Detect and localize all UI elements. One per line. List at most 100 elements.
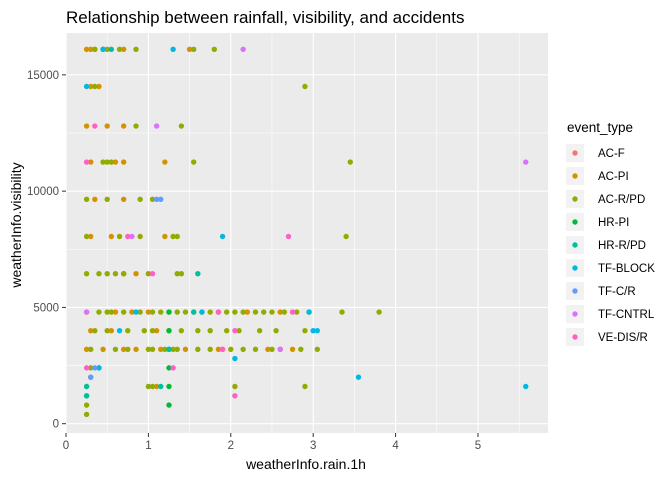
point-ac-pi: [112, 309, 119, 315]
point-ac-pi: [145, 309, 152, 315]
point-tf-c-r: [153, 196, 160, 202]
point-ve-dis-r: [170, 365, 176, 371]
legend-label-ac-r-pd: AC-R/PD: [598, 194, 645, 206]
point-ac-r-pd: [223, 309, 230, 315]
point-ac-r-pd: [256, 327, 263, 334]
legend-swatch-ac-r-pd: [572, 196, 578, 202]
point-ac-r-pd: [174, 346, 180, 352]
point-tf-cntrl: [240, 46, 246, 52]
point-ac-pi: [83, 346, 90, 352]
point-ac-r-pd: [298, 346, 304, 352]
point-tf-cntrl: [129, 233, 135, 240]
point-ac-pi: [120, 159, 127, 165]
point-ac-pi: [88, 46, 94, 52]
point-ve-dis-r: [219, 346, 226, 352]
point-ac-r-pd: [174, 233, 180, 240]
point-ac-r-pd: [207, 309, 213, 315]
point-ac-r-pd: [108, 159, 115, 165]
legend-swatch-ac-f: [572, 150, 578, 156]
x-tick-label: 5: [475, 440, 481, 452]
point-hr-pi: [166, 402, 172, 408]
point-ac-r-pd: [178, 327, 185, 334]
point-ac-pi: [83, 46, 90, 52]
point-ac-r-pd: [92, 46, 98, 52]
point-hr-r-pd: [83, 383, 90, 390]
point-ac-r-pd: [145, 383, 152, 390]
point-ve-dis-r: [83, 159, 90, 165]
point-ac-r-pd: [108, 309, 115, 315]
point-hr-r-pd: [195, 270, 201, 277]
point-ac-r-pd: [83, 196, 90, 202]
point-ac-pi: [120, 123, 127, 129]
legend-label-ve-dis-r: VE-DIS/R: [598, 332, 648, 344]
legend-label-tf-block: TF-BLOCK: [598, 263, 655, 275]
point-ac-r-pd: [83, 270, 90, 277]
point-hr-pi: [166, 365, 172, 371]
point-ve-dis-r: [232, 327, 238, 334]
point-tf-block: [133, 309, 139, 315]
point-ac-r-pd: [261, 309, 267, 315]
point-ac-r-pd: [232, 383, 238, 390]
point-ac-r-pd: [211, 46, 218, 52]
point-ac-r-pd: [269, 346, 275, 352]
point-ac-r-pd: [112, 346, 119, 352]
point-ac-r-pd: [149, 346, 156, 352]
point-ac-r-pd: [149, 196, 156, 202]
point-ac-r-pd: [149, 309, 156, 315]
point-ac-r-pd: [195, 327, 201, 334]
point-ac-r-pd: [273, 327, 279, 334]
legend-label-tf-c-r: TF-C/R: [598, 286, 636, 298]
point-ac-pi: [92, 196, 98, 202]
plot-panel: [65, 33, 548, 433]
point-ac-r-pd: [116, 46, 123, 52]
y-tick-label: 5000: [33, 302, 59, 314]
point-ac-r-pd: [104, 270, 110, 277]
point-ac-r-pd: [83, 233, 90, 240]
point-ac-pi: [162, 159, 168, 165]
point-hr-pi: [166, 309, 172, 315]
point-ac-r-pd: [191, 46, 197, 52]
point-tf-block: [116, 327, 123, 334]
point-hr-pi: [166, 383, 172, 390]
point-ac-pi: [277, 309, 283, 315]
point-ac-pi: [162, 233, 168, 240]
point-ac-r-pd: [145, 346, 152, 352]
point-ac-r-pd: [104, 159, 110, 165]
point-ac-r-pd: [240, 346, 246, 352]
x-tick-label: 2: [228, 440, 234, 452]
point-ac-r-pd: [112, 270, 119, 277]
point-ac-pi: [104, 123, 110, 129]
point-ac-r-pd: [376, 309, 382, 315]
point-ac-r-pd: [302, 83, 308, 90]
point-ac-r-pd: [294, 309, 300, 315]
x-axis-title: weatherInfo.rain.1h: [245, 456, 366, 472]
point-ac-r-pd: [252, 309, 259, 315]
point-ac-r-pd: [170, 233, 176, 240]
point-tf-block: [355, 374, 362, 380]
x-tick-label: 4: [392, 440, 399, 452]
legend-label-tf-cntrl: TF-CNTRL: [598, 309, 655, 321]
point-ac-r-pd: [302, 327, 308, 334]
panel-background: [66, 33, 548, 433]
point-ac-r-pd: [182, 309, 189, 315]
point-ac-r-pd: [281, 309, 288, 315]
point-ac-r-pd: [252, 346, 259, 352]
y-axis-title: weatherInfo.visibility: [8, 162, 24, 288]
point-ve-dis-r: [125, 233, 131, 240]
point-hr-r-pd: [191, 309, 197, 315]
point-ac-r-pd: [92, 327, 98, 334]
point-ve-dis-r: [289, 309, 296, 315]
point-ac-r-pd: [347, 159, 353, 165]
point-ac-pi: [182, 346, 189, 352]
point-ac-r-pd: [145, 270, 152, 277]
point-ac-r-pd: [228, 346, 234, 352]
y-tick-label: 0: [53, 419, 59, 431]
point-ac-r-pd: [83, 411, 90, 418]
point-ac-pi: [88, 233, 94, 240]
legend-label-hr-pi: HR-PI: [598, 217, 629, 229]
point-ac-pi: [186, 46, 193, 52]
legend: event_type AC-F AC-PI AC-R/PD HR-PI HR-R/PD T…: [566, 120, 655, 346]
point-ac-r-pd: [207, 346, 213, 352]
point-ac-pi: [153, 383, 160, 390]
